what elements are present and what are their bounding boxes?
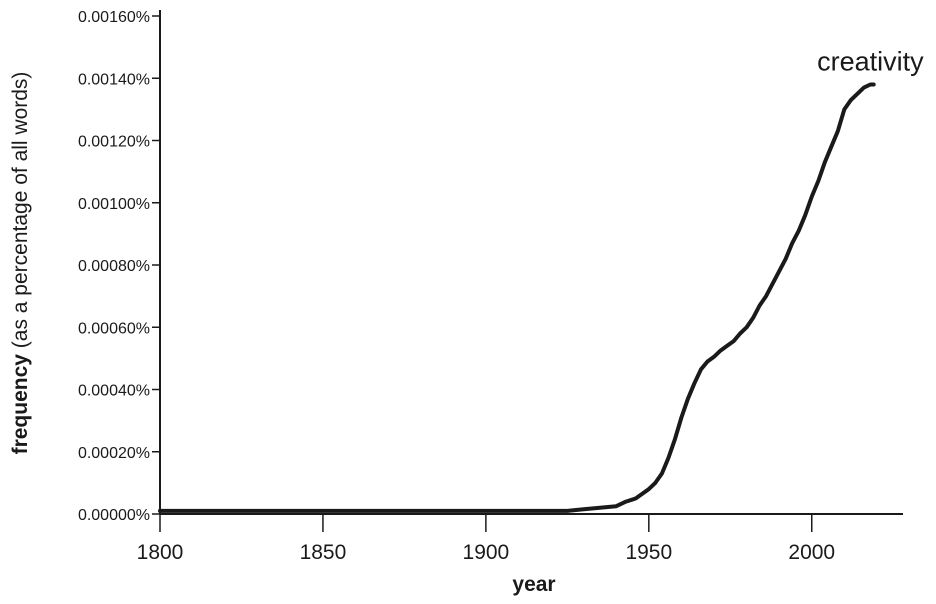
y-tick-label: 0.00140%: [78, 71, 150, 88]
series-label-creativity: creativity: [817, 46, 924, 76]
axes: [159, 10, 903, 515]
x-tick-label: 1800: [137, 541, 184, 564]
y-axis-label-bold: frequency: [9, 354, 32, 455]
y-tick-label: 0.00060%: [78, 320, 150, 337]
y-tick-label: 0.00040%: [78, 383, 150, 400]
y-tick-label: 0.00080%: [78, 258, 150, 275]
series-line-creativity: [158, 82, 876, 513]
y-axis-label: frequency (as a percentage of all words): [9, 72, 32, 455]
series-layer: creativity: [158, 46, 924, 513]
x-tick-label: 1900: [463, 541, 510, 564]
x-axis-label: year: [512, 573, 555, 596]
x-ticks: 1800 1850 1900 1950 2000: [137, 514, 835, 564]
y-tick-label: 0.00160%: [78, 9, 150, 26]
x-tick-label: 2000: [788, 541, 835, 564]
x-tick-label: 1950: [625, 541, 672, 564]
y-tick-label: 0.00120%: [78, 134, 150, 151]
y-tick-label: 0.00100%: [78, 196, 150, 213]
x-tick-label: 1850: [300, 541, 347, 564]
y-axis-label-rest: (as a percentage of all words): [9, 72, 32, 354]
y-tick-label: 0.00000%: [78, 507, 150, 524]
y-tick-label: 0.00020%: [78, 445, 150, 462]
y-ticks: 0.00000% 0.00020% 0.00040% 0.00060% 0.00080%…: [78, 9, 160, 524]
